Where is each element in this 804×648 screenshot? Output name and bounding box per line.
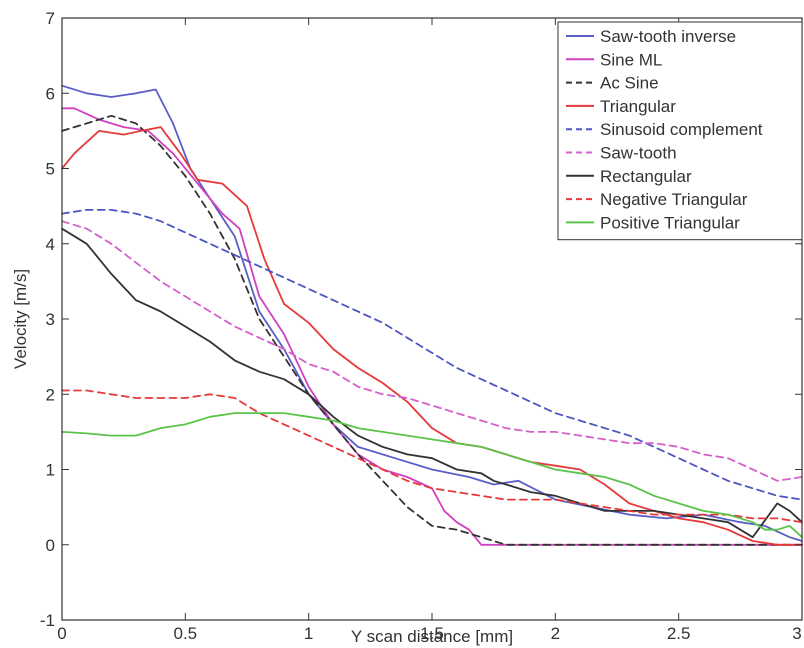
- x-axis-label: Y scan distance [mm]: [351, 627, 513, 646]
- y-tick-label: 7: [46, 9, 55, 28]
- series-line-4: [61, 209, 803, 501]
- series-line-1: [61, 107, 803, 546]
- x-tick-label: 3: [792, 624, 801, 643]
- legend-box: [557, 21, 803, 241]
- series-line-7: [61, 389, 803, 524]
- y-tick-label: 5: [46, 160, 55, 179]
- x-tick-label: 2: [551, 624, 560, 643]
- y-tick-label: -1: [40, 611, 55, 630]
- series-line-0: [61, 84, 803, 542]
- y-tick-label: 1: [46, 461, 55, 480]
- legend-label-6: Rectangular: [600, 167, 692, 186]
- x-tick-label: 1: [304, 624, 313, 643]
- legend-label-3: Triangular: [600, 97, 676, 116]
- y-tick-label: 4: [46, 235, 55, 254]
- legend-label-1: Sine ML: [600, 50, 662, 69]
- x-tick-label: 2.5: [667, 624, 691, 643]
- series-line-5: [61, 220, 803, 482]
- legend-label-0: Saw-tooth inverse: [600, 27, 736, 46]
- y-axis-label: Velocity [m/s]: [11, 269, 30, 369]
- legend: Saw-tooth inverse Sine ML Ac Sine Triangula…: [557, 21, 803, 241]
- y-tick-label: 0: [46, 536, 55, 555]
- y-tick-label: 2: [46, 385, 55, 404]
- legend-label-8: Positive Triangular: [600, 213, 740, 232]
- series-line-3: [61, 126, 803, 546]
- series-layer: [61, 84, 803, 546]
- series-line-6: [61, 227, 803, 539]
- series-line-2: [61, 114, 803, 546]
- legend-label-4: Sinusoid complement: [600, 120, 763, 139]
- legend-label-5: Saw-tooth: [600, 144, 677, 163]
- legend-label-2: Ac Sine: [600, 74, 659, 93]
- legend-label-7: Negative Triangular: [600, 190, 748, 209]
- y-tick-label: 3: [46, 310, 55, 329]
- series-line-8: [61, 412, 803, 539]
- x-tick-label: 0: [57, 624, 66, 643]
- x-tick-label: 0.5: [174, 624, 198, 643]
- x-tick-label: 1.5: [420, 624, 444, 643]
- y-tick-label: 6: [46, 84, 55, 103]
